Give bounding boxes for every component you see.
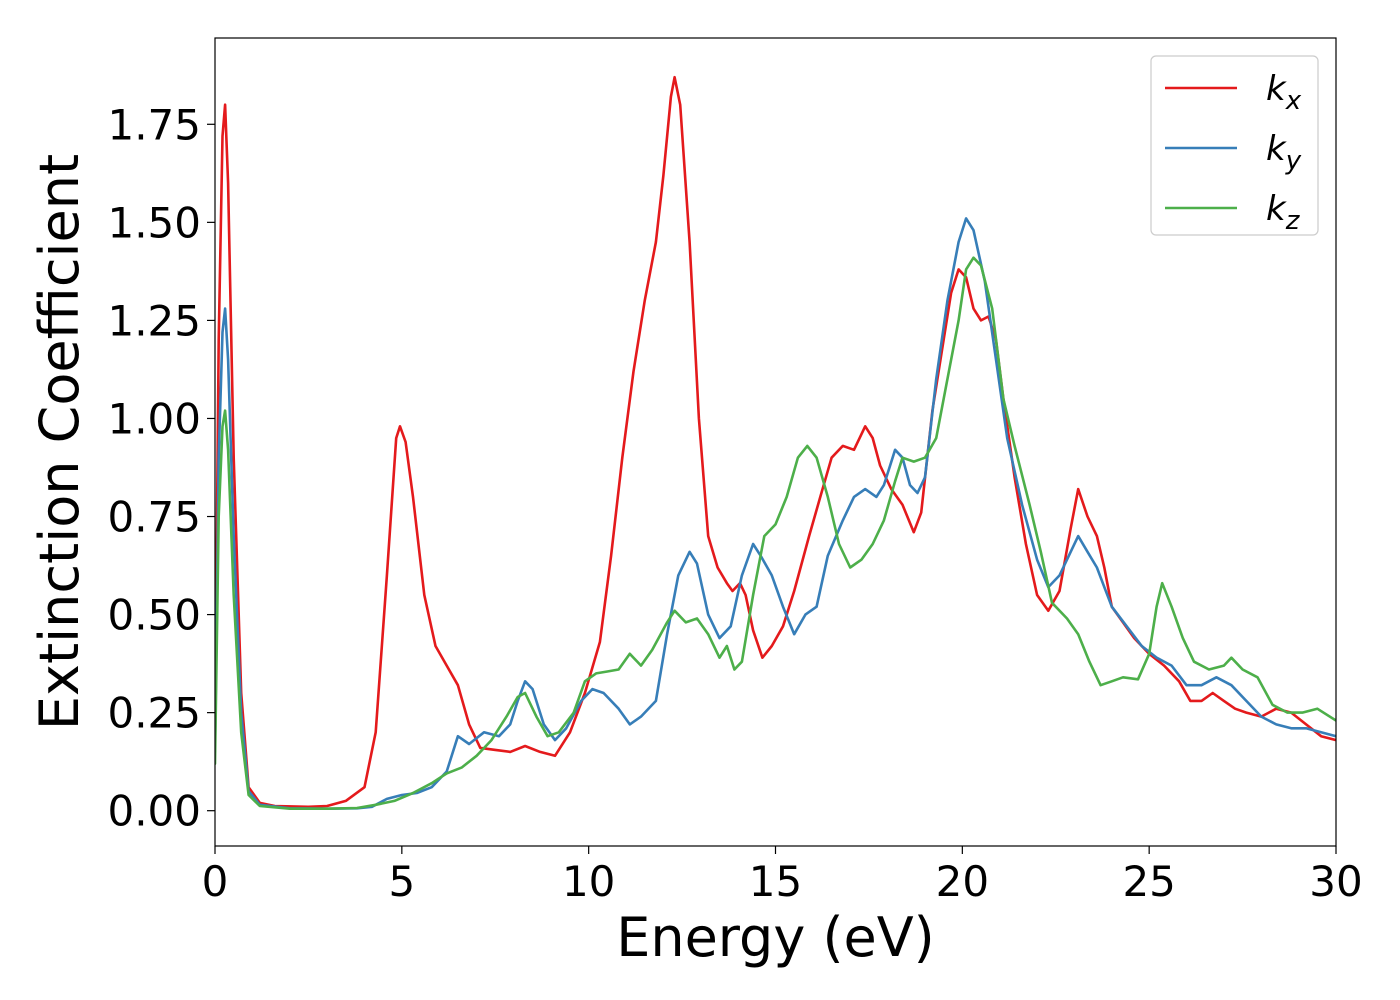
y-tick-label: 0.50 <box>107 591 201 640</box>
y-tick-label: 1.25 <box>107 296 201 345</box>
legend-label-kx: kx <box>1266 69 1302 116</box>
x-tick-label: 15 <box>749 857 802 906</box>
y-tick-label: 0.75 <box>107 493 201 542</box>
series-line-kx <box>215 75 1336 809</box>
series-layer <box>215 75 1336 810</box>
x-tick-label: 5 <box>388 857 415 906</box>
y-tick-label: 0.25 <box>107 689 201 738</box>
x-tick-label: 20 <box>936 857 989 906</box>
y-axis-label: Extinction Coefficient <box>28 154 91 730</box>
x-tick-label: 0 <box>202 857 229 906</box>
legend-label-ky: ky <box>1266 129 1302 176</box>
legend-box <box>1150 55 1319 236</box>
legend-label-kz: kz <box>1266 189 1301 236</box>
series-line-ky <box>215 217 1336 810</box>
series-line-kz <box>215 256 1336 810</box>
y-tick-label: 1.50 <box>107 198 201 247</box>
x-tick-label: 25 <box>1122 857 1175 906</box>
legend: kx ky kz <box>1150 55 1319 236</box>
y-axis: 0.00 0.25 0.50 0.75 1.00 1.25 1.50 1.75 <box>107 100 215 836</box>
x-axis-label: Energy (eV) <box>616 906 935 969</box>
x-tick-label: 30 <box>1309 857 1362 906</box>
y-tick-label: 1.75 <box>107 100 201 149</box>
x-tick-label: 10 <box>562 857 615 906</box>
x-axis: 0 5 10 15 20 25 30 <box>202 846 1363 906</box>
y-tick-label: 0.00 <box>107 787 201 836</box>
y-tick-label: 1.00 <box>107 394 201 443</box>
